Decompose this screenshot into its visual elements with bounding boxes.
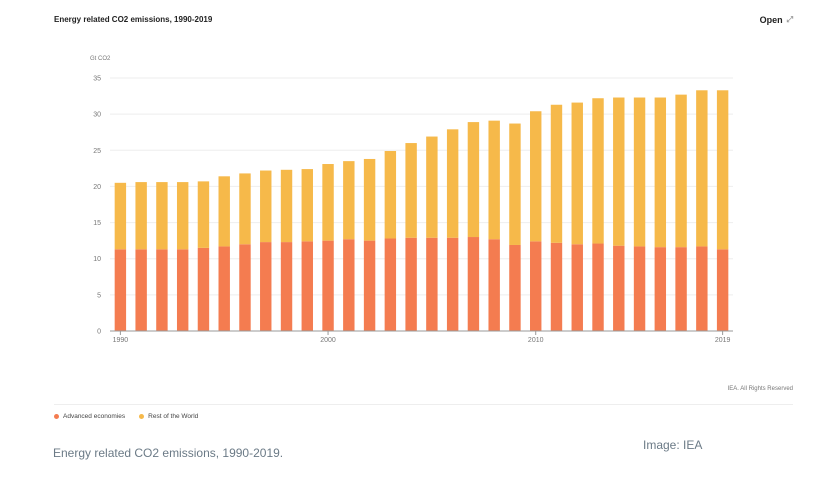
bar-advanced-2007[interactable] [467,237,480,331]
grid-lines [110,77,733,296]
bar-advanced-1992[interactable] [156,249,168,331]
bar-rest-2001[interactable] [343,161,355,240]
bar-rest-2013[interactable] [592,98,604,244]
bar-advanced-2010[interactable] [530,241,542,331]
bar-advanced-1990[interactable] [114,249,127,331]
bar-advanced-2015[interactable] [633,246,646,331]
bar-advanced-1993[interactable] [176,249,189,331]
bar-rest-1990[interactable] [114,182,127,250]
y-tick-label: 20 [93,184,101,191]
bar-advanced-2003[interactable] [384,238,397,331]
bar-rest-1998[interactable] [280,169,293,243]
bar-advanced-2002[interactable] [363,240,376,331]
bar-rest-1997[interactable] [260,170,272,243]
bars [114,90,729,331]
x-axis: 1990 2000 2010 2019 [110,330,733,344]
bar-rest-2005[interactable] [426,136,438,238]
bar-advanced-1999[interactable] [301,241,313,331]
bar-advanced-2017[interactable] [675,247,687,331]
bar-advanced-2000[interactable] [322,240,334,331]
bar-advanced-2006[interactable] [446,237,459,331]
legend-dot-advanced [54,414,59,419]
legend-label-advanced: Advanced economies [63,413,126,420]
bar-advanced-2008[interactable] [488,239,500,331]
bar-rest-1993[interactable] [176,182,189,250]
bar-advanced-2019[interactable] [716,249,729,331]
bar-rest-2003[interactable] [384,151,397,239]
image-credit: Image: IEA [643,438,703,452]
bar-advanced-2014[interactable] [613,245,625,331]
bar-advanced-1991[interactable] [135,249,147,331]
bar-rest-2006[interactable] [446,129,459,238]
bar-rest-1996[interactable] [239,173,251,245]
y-tick-label: 35 [93,76,101,83]
bar-advanced-2016[interactable] [654,247,667,331]
y-tick-label: 25 [93,148,101,155]
bar-rest-2017[interactable] [675,94,687,248]
legend-dot-rest [139,414,145,419]
y-tick-labels: 0 5 10 15 20 25 30 35 [93,76,101,336]
bar-rest-2009[interactable] [509,123,521,245]
bar-rest-2010[interactable] [530,111,542,242]
bar-chart: Gt CO2 0 5 10 15 20 25 30 35 1990 2000 2010 2019 [90,56,733,344]
bar-advanced-2013[interactable] [592,243,604,331]
bar-rest-1999[interactable] [301,169,313,242]
x-tick-label: 2000 [320,337,336,344]
bar-rest-2016[interactable] [654,97,667,248]
bar-rest-2011[interactable] [550,104,563,243]
bar-rest-2004[interactable] [405,143,417,238]
bar-rest-2007[interactable] [467,122,480,238]
bar-rest-2012[interactable] [571,102,583,245]
figure-caption: Energy related CO2 emissions, 1990-2019. [53,446,284,460]
x-tick-label: 2010 [528,337,544,344]
bar-advanced-1998[interactable] [280,242,293,331]
expand-icon: ⤢ [786,15,793,24]
bar-advanced-1997[interactable] [260,242,272,331]
bar-rest-1992[interactable] [156,182,168,250]
bar-rest-2015[interactable] [633,97,646,247]
legend-item-rest[interactable]: Rest of the World [139,413,198,420]
bar-rest-2018[interactable] [696,90,708,247]
bar-rest-2014[interactable] [613,97,625,246]
bar-advanced-2009[interactable] [509,244,521,331]
bar-advanced-2018[interactable] [696,246,708,331]
y-tick-label: 10 [93,256,101,263]
bar-advanced-1994[interactable] [197,247,210,331]
legend-item-advanced[interactable]: Advanced economies [54,413,125,420]
legend-divider [54,404,793,405]
bar-rest-2002[interactable] [363,158,376,241]
y-tick-label: 0 [97,329,101,336]
rights-notice: IEA. All Rights Reserved [727,386,793,392]
bar-rest-1994[interactable] [197,181,210,248]
y-tick-label: 15 [93,220,101,227]
bar-advanced-1995[interactable] [218,246,230,331]
bar-advanced-2011[interactable] [550,242,563,331]
bar-rest-1995[interactable] [218,176,230,247]
open-label: Open [759,15,783,25]
x-tick-label: 1990 [113,337,129,344]
open-button[interactable]: Open ⤢ [760,15,793,25]
bar-rest-1991[interactable] [135,182,147,250]
bar-rest-2008[interactable] [488,120,500,240]
chart-card: Energy related CO2 emissions, 1990-2019 … [54,15,793,420]
bar-advanced-2012[interactable] [571,244,583,331]
chart-title: Energy related CO2 emissions, 1990-2019 [54,15,213,24]
legend-label-rest: Rest of the World [148,413,199,420]
y-axis-label: Gt CO2 [90,56,111,62]
bar-advanced-2004[interactable] [405,237,417,331]
y-tick-label: 5 [97,292,101,299]
y-tick-label: 30 [93,112,101,119]
legend: Advanced economies Rest of the World [54,413,198,420]
bar-rest-2000[interactable] [322,164,334,241]
x-tick-label: 2019 [715,337,731,344]
bar-advanced-2001[interactable] [343,239,355,331]
bar-advanced-1996[interactable] [239,244,251,331]
bar-rest-2019[interactable] [716,90,729,250]
bar-advanced-2005[interactable] [426,237,438,331]
